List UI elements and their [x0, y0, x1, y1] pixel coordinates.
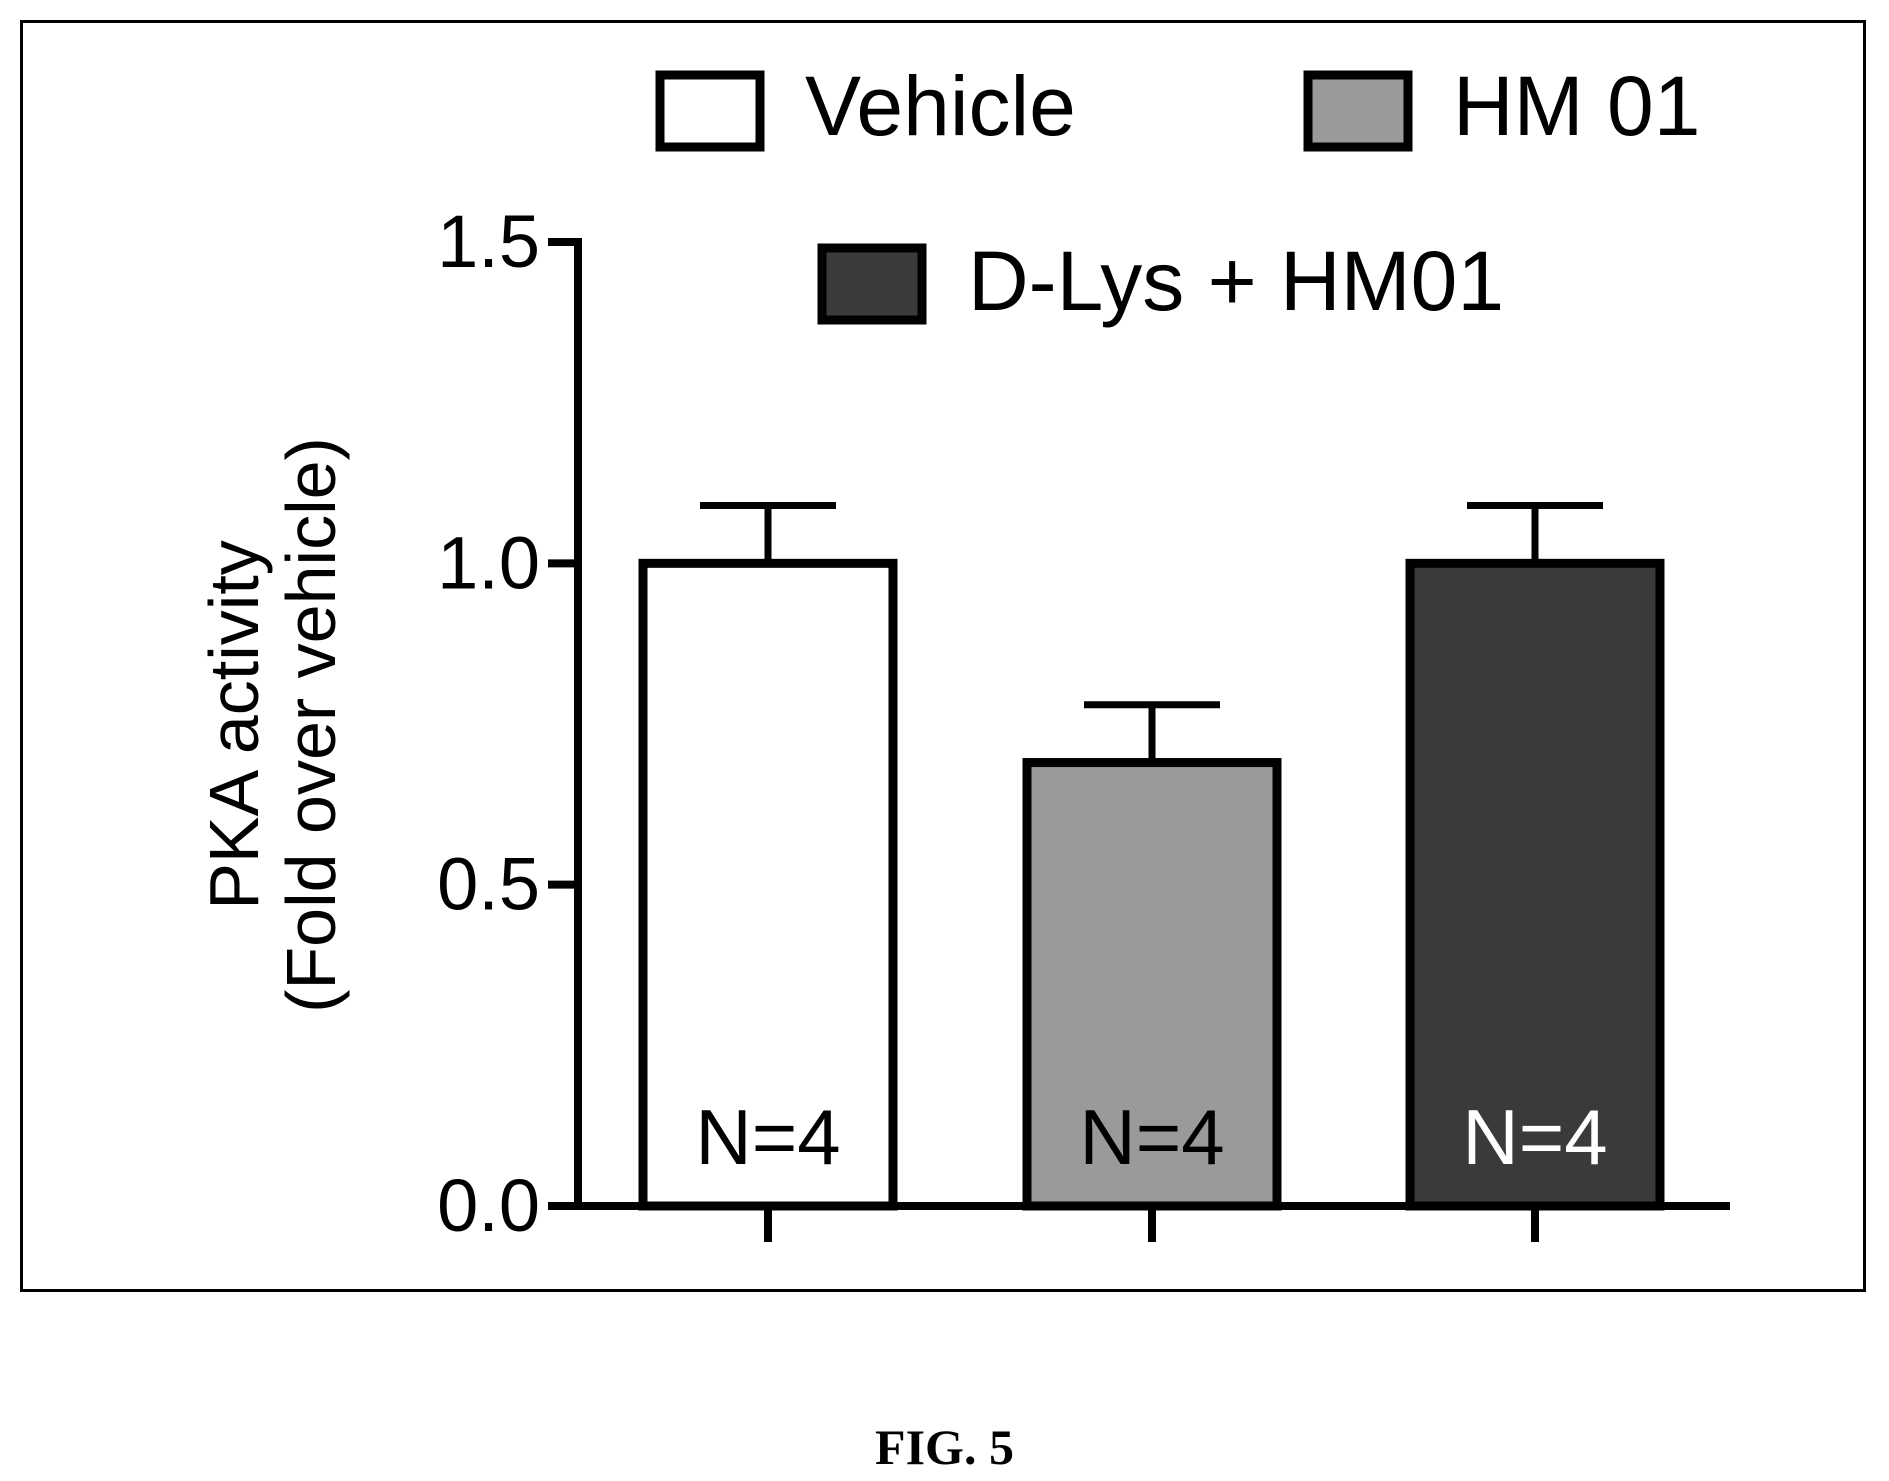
chart-legend: Vehicle HM 01 D-Lys + HM01	[655, 59, 1700, 328]
legend-swatch	[655, 70, 765, 152]
legend-label: Vehicle	[805, 59, 1076, 153]
y-axis-label-line: (Fold over vehicle)	[272, 437, 350, 1013]
y-tick-label: 1.5	[437, 200, 540, 283]
y-tick-label: 0.0	[437, 1164, 540, 1247]
legend-swatch	[817, 243, 927, 325]
y-axis-ticks: 0.0 0.5 1.0 1.5	[437, 200, 578, 1247]
bar-label: N=4	[695, 1093, 840, 1181]
axes	[574, 238, 1730, 1242]
bar	[1022, 758, 1282, 1211]
bar-chart: Vehicle HM 01 D-Lys + HM01 PKA activity (Fo…	[195, 59, 1730, 1247]
legend-label: D-Lys + HM01	[968, 234, 1504, 328]
legend-swatch	[1303, 70, 1413, 152]
y-tick-label: 0.5	[437, 843, 540, 926]
figure-caption: FIG. 5	[875, 1419, 1014, 1475]
figure-frame	[20, 20, 1866, 1292]
legend-label: HM 01	[1453, 59, 1700, 153]
bars: N=4 N=4 N=4	[638, 501, 1665, 1211]
bar-label: N=4	[1462, 1093, 1607, 1181]
y-axis-label-line: PKA activity	[195, 540, 273, 910]
bar-label: N=4	[1079, 1093, 1224, 1181]
y-tick-label: 1.0	[437, 521, 540, 604]
bar	[638, 558, 898, 1211]
y-axis-label: PKA activity (Fold over vehicle)	[195, 437, 350, 1013]
